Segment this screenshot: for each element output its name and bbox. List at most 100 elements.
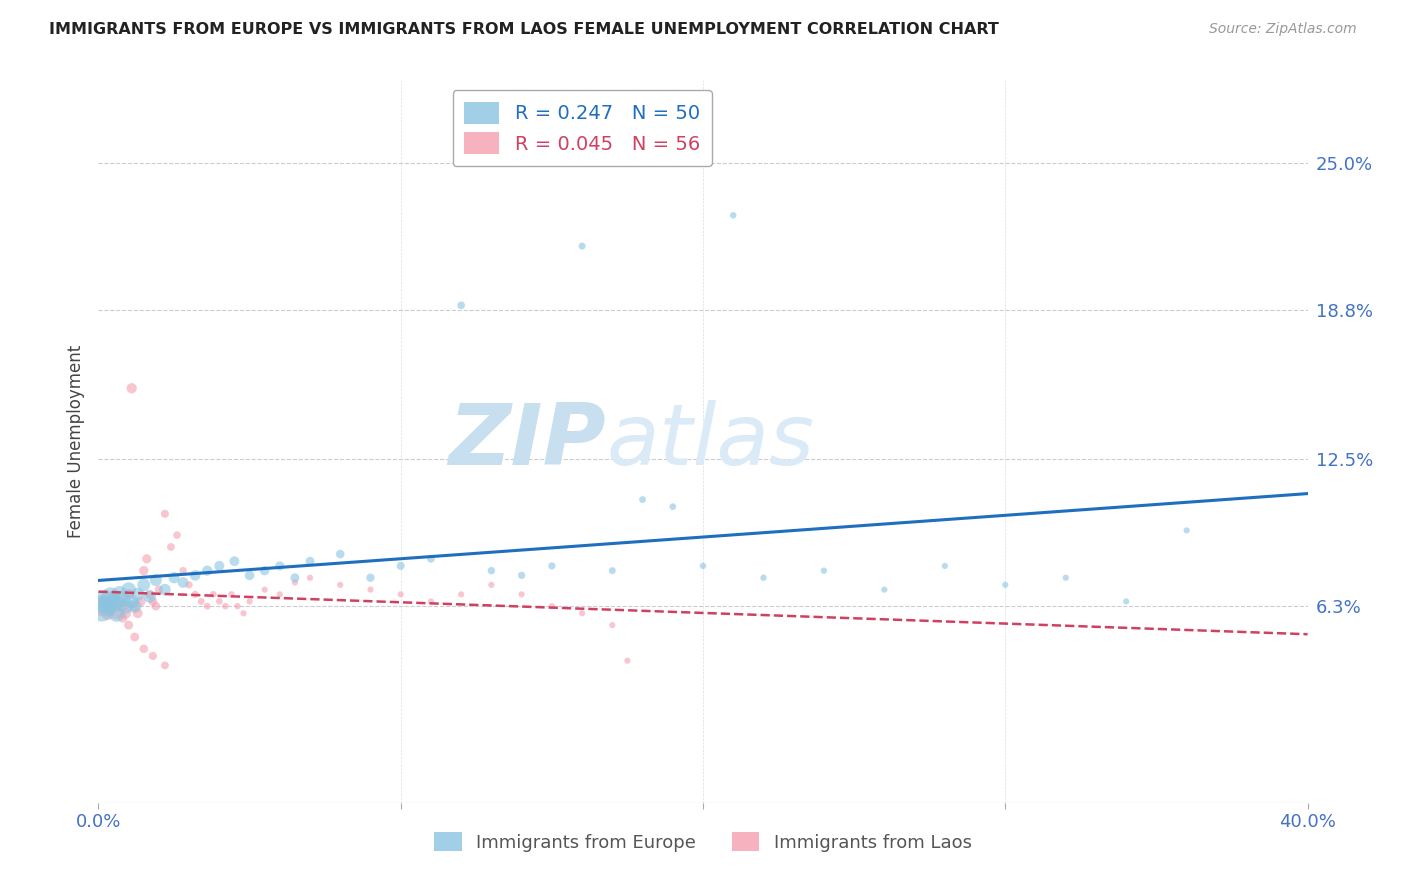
Point <box>360 582 382 597</box>
Point <box>93 594 115 608</box>
Point <box>124 599 146 614</box>
Point <box>329 578 352 592</box>
Legend: Immigrants from Europe, Immigrants from Laos: Immigrants from Europe, Immigrants from … <box>427 825 979 859</box>
Point <box>163 571 186 585</box>
Point <box>127 587 149 601</box>
Point <box>269 587 291 601</box>
Point <box>752 571 775 585</box>
Point <box>145 573 167 587</box>
Point <box>121 594 143 608</box>
Point <box>934 558 956 573</box>
Point <box>105 607 128 621</box>
Point <box>111 592 134 607</box>
Point <box>142 648 165 663</box>
Point <box>114 607 136 621</box>
Point <box>172 564 194 578</box>
Text: IMMIGRANTS FROM EUROPE VS IMMIGRANTS FROM LAOS FEMALE UNEMPLOYMENT CORRELATION C: IMMIGRANTS FROM EUROPE VS IMMIGRANTS FRO… <box>49 22 1000 37</box>
Point <box>208 594 231 608</box>
Point <box>540 599 562 614</box>
Point <box>253 582 276 597</box>
Point <box>132 564 155 578</box>
Point <box>90 601 112 615</box>
Point <box>90 601 112 615</box>
Point <box>239 594 262 608</box>
Point <box>723 208 745 222</box>
Point <box>813 564 835 578</box>
Point <box>139 587 162 601</box>
Point <box>994 578 1017 592</box>
Point <box>93 594 115 608</box>
Point <box>208 558 231 573</box>
Point <box>142 594 165 608</box>
Point <box>571 607 593 621</box>
Text: ZIP: ZIP <box>449 400 606 483</box>
Point <box>1115 594 1137 608</box>
Point <box>105 607 128 621</box>
Point <box>253 564 276 578</box>
Point <box>602 564 624 578</box>
Point <box>692 558 714 573</box>
Point <box>145 599 167 614</box>
Point <box>184 568 207 582</box>
Point <box>172 575 194 590</box>
Point <box>329 547 352 561</box>
Point <box>96 599 118 614</box>
Point <box>100 599 122 614</box>
Point <box>153 582 176 597</box>
Point <box>661 500 683 514</box>
Point <box>132 641 155 656</box>
Y-axis label: Female Unemployment: Female Unemployment <box>66 345 84 538</box>
Point <box>108 594 131 608</box>
Point <box>299 571 322 585</box>
Point <box>226 599 249 614</box>
Point <box>1175 524 1198 538</box>
Point <box>239 568 262 582</box>
Point <box>873 582 896 597</box>
Point <box>127 607 149 621</box>
Point <box>481 578 503 592</box>
Point <box>602 618 624 632</box>
Point <box>284 575 307 590</box>
Point <box>108 587 131 601</box>
Point <box>420 551 443 566</box>
Text: atlas: atlas <box>606 400 814 483</box>
Point <box>96 607 118 621</box>
Point <box>160 540 183 554</box>
Point <box>631 492 654 507</box>
Point <box>224 554 246 568</box>
Point <box>571 239 593 253</box>
Point <box>299 554 322 568</box>
Point <box>1054 571 1077 585</box>
Point <box>111 611 134 625</box>
Point <box>389 558 412 573</box>
Point <box>103 590 125 604</box>
Point <box>232 607 254 621</box>
Point <box>389 587 412 601</box>
Point <box>100 590 122 604</box>
Point <box>195 564 218 578</box>
Point <box>616 654 638 668</box>
Point <box>214 599 236 614</box>
Point <box>124 630 146 644</box>
Point <box>202 587 225 601</box>
Point <box>420 594 443 608</box>
Point <box>510 568 533 582</box>
Point <box>481 564 503 578</box>
Point <box>114 599 136 614</box>
Point <box>153 658 176 673</box>
Point <box>129 594 152 608</box>
Point <box>121 381 143 395</box>
Point <box>153 507 176 521</box>
Point <box>179 578 201 592</box>
Point <box>269 558 291 573</box>
Point <box>284 571 307 585</box>
Point <box>221 587 243 601</box>
Point <box>540 558 562 573</box>
Point <box>510 587 533 601</box>
Point <box>184 587 207 601</box>
Point <box>450 587 472 601</box>
Point <box>124 599 146 614</box>
Point <box>118 587 141 601</box>
Text: Source: ZipAtlas.com: Source: ZipAtlas.com <box>1209 22 1357 37</box>
Point <box>132 578 155 592</box>
